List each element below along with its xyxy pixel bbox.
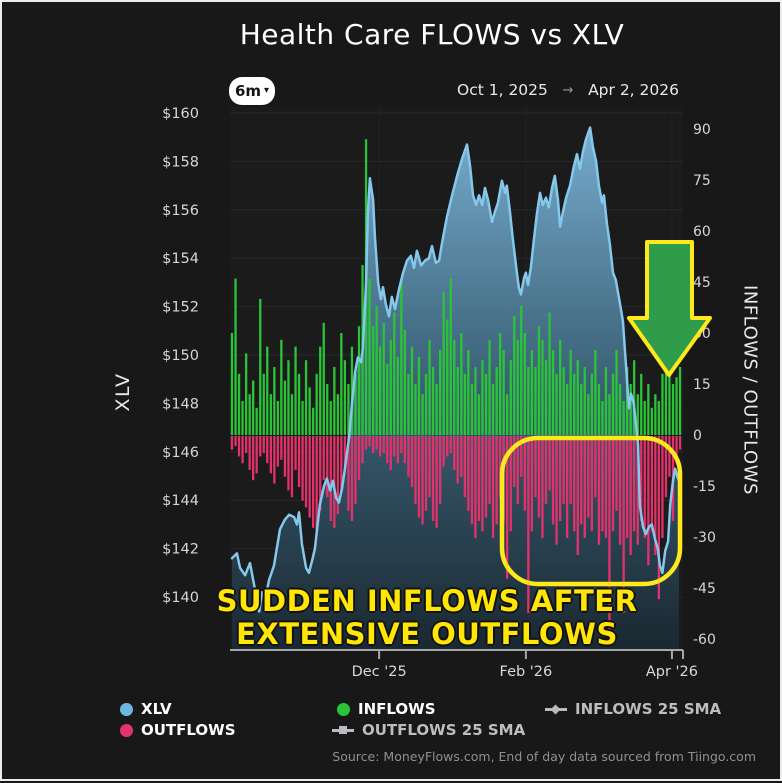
svg-text:$150: $150 xyxy=(162,348,199,364)
svg-text:75: 75 xyxy=(693,173,711,189)
page-title: Health Care FLOWS vs XLV xyxy=(239,18,625,51)
x-tick-label: Feb '26 xyxy=(500,664,553,680)
xlv-line xyxy=(230,126,681,613)
x-tick-label: Dec '25 xyxy=(352,664,407,680)
inflow-bars xyxy=(230,139,682,435)
svg-text:$146: $146 xyxy=(162,445,199,461)
svg-text:0: 0 xyxy=(693,428,702,444)
inflows-dot-icon xyxy=(337,702,350,716)
legend-label-outflows: OUTFLOWS xyxy=(141,721,236,739)
outflows-dot-icon xyxy=(120,723,133,737)
date-start: Oct 1, 2025 xyxy=(457,81,548,99)
x-axis: Dec '25 Feb '26 Apr '26 xyxy=(230,649,698,680)
svg-text:$148: $148 xyxy=(162,396,199,412)
svg-text:-60: -60 xyxy=(693,632,716,648)
svg-text:-45: -45 xyxy=(693,581,716,597)
range-dropdown[interactable]: 6m ▾ xyxy=(229,77,275,105)
outflows-25-sma-marker-icon xyxy=(332,725,354,736)
svg-text:45: 45 xyxy=(693,275,711,291)
highlight-box xyxy=(499,435,683,587)
x-tick-label: Apr '26 xyxy=(646,664,698,680)
svg-text:$156: $156 xyxy=(162,203,199,219)
legend-item-outflows[interactable]: OUTFLOWS xyxy=(120,721,236,739)
svg-text:$140: $140 xyxy=(162,590,199,606)
outflow-bars xyxy=(230,436,682,630)
svg-text:60: 60 xyxy=(693,224,711,240)
range-label: 6m xyxy=(234,82,262,100)
svg-text:-15: -15 xyxy=(693,479,716,495)
legend: XLV OUTFLOWS INFLOWS OUTFLOWS 25 SMA INFLOWS… xyxy=(2,700,782,746)
legend-item-xlv[interactable]: XLV xyxy=(120,700,172,718)
y-axis-title-left: XLV xyxy=(112,372,134,412)
price-tick-labels: $160 $158 $156 $154 $152 $150 $148 $146 $144 $142… xyxy=(162,106,199,606)
down-arrow-icon xyxy=(627,240,712,377)
legend-item-inflows[interactable]: INFLOWS xyxy=(337,700,436,718)
legend-label-xlv: XLV xyxy=(141,700,172,718)
svg-text:90: 90 xyxy=(693,122,711,138)
legend-label-outflows-25-sma: OUTFLOWS 25 SMA xyxy=(362,721,526,739)
xlv-dot-icon xyxy=(120,702,133,716)
annotation-text-line2: EXTENSIVE OUTFLOWS xyxy=(236,617,618,651)
legend-label-inflows: INFLOWS xyxy=(358,700,436,718)
inflows-25-sma-marker-icon xyxy=(545,704,567,715)
legend-item-outflows-25-sma[interactable]: OUTFLOWS 25 SMA xyxy=(332,721,526,739)
legend-item-inflows-25-sma[interactable]: INFLOWS 25 SMA xyxy=(545,700,722,718)
source-text: Source: MoneyFlows.com, End of day data … xyxy=(332,749,756,764)
svg-text:$158: $158 xyxy=(162,154,199,170)
chevron-down-icon: ▾ xyxy=(264,85,270,96)
svg-text:$154: $154 xyxy=(162,251,199,267)
date-range[interactable]: Oct 1, 2025 → Apr 2, 2026 xyxy=(457,81,679,99)
svg-text:$142: $142 xyxy=(162,542,199,558)
svg-text:$152: $152 xyxy=(162,300,199,316)
y-axis-title-right: INFLOWS / OUTFLOWS xyxy=(739,285,761,495)
legend-label-inflows-25-sma: INFLOWS 25 SMA xyxy=(575,700,722,718)
svg-text:$144: $144 xyxy=(162,493,199,509)
svg-text:-30: -30 xyxy=(693,530,716,546)
annotation-text-line1: SUDDEN INFLOWS AFTER xyxy=(216,584,638,618)
date-end: Apr 2, 2026 xyxy=(588,81,679,99)
arrow-right-icon: → xyxy=(562,82,574,98)
svg-text:$160: $160 xyxy=(162,106,199,122)
svg-text:15: 15 xyxy=(693,377,711,393)
